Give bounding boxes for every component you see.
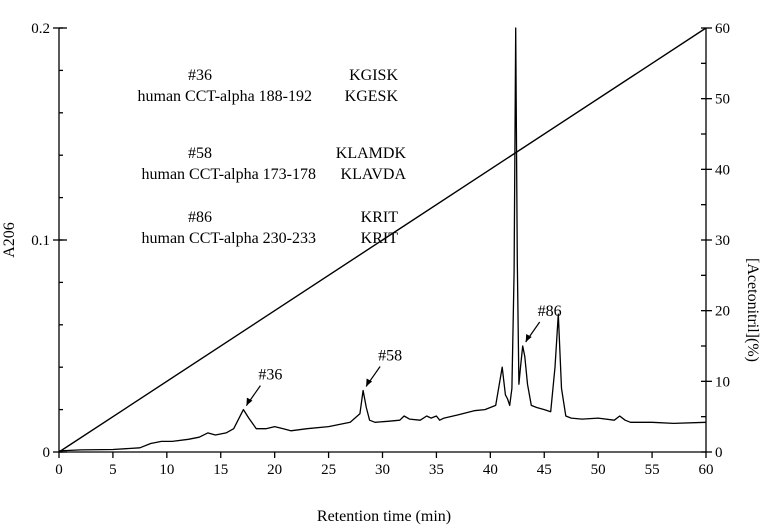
x-tick-label: 45	[537, 462, 552, 478]
x-axis-label: Retention time (min)	[317, 508, 451, 525]
peak-labels: #36 #58 #86	[245, 303, 562, 406]
y2-tick-label: 40	[715, 162, 730, 178]
x-tick-label: 40	[483, 462, 498, 478]
annotation-reference: human CCT-alpha 230-233	[142, 230, 317, 247]
y-axis-left-ticks: 0 0.1 0.2	[31, 21, 67, 461]
annotation-peptide: KLAMDK	[336, 145, 407, 162]
peak-label: #86	[538, 303, 562, 320]
x-tick-label: 15	[213, 462, 228, 478]
annotation-reference: human CCT-alpha 188-192	[138, 88, 313, 105]
x-tick-label: 0	[55, 462, 63, 478]
y2-tick-label: 20	[715, 304, 730, 320]
gradient-line	[58, 27, 707, 453]
annotation-reference-peptide: KLAVDA	[341, 166, 407, 183]
x-tick-label: 50	[591, 462, 606, 478]
peak-label: #58	[378, 348, 402, 365]
y2-tick-label: 0	[715, 445, 723, 461]
y-tick-label: 0	[43, 445, 51, 461]
annotation-reference-peptide: KGESK	[345, 88, 399, 105]
x-tick-label: 5	[109, 462, 117, 478]
annotation-reference-peptide: KRIT	[361, 230, 399, 247]
x-tick-label: 30	[375, 462, 390, 478]
y2-tick-label: 10	[715, 374, 730, 390]
x-tick-label: 10	[159, 462, 174, 478]
annotation-id: #58	[188, 145, 212, 162]
x-tick-label: 35	[429, 462, 444, 478]
y-axis-right-ticks: 0 10 20 30 40 50 60	[701, 21, 730, 461]
y2-tick-label: 30	[715, 233, 730, 249]
peak-arrow-head	[525, 334, 532, 342]
peak-arrow-head	[366, 378, 373, 387]
y-axis-label: A206	[1, 222, 18, 258]
x-axis-ticks: 0 5 10 15 20 25 30 35 40 45 50 55 60	[55, 452, 714, 478]
y-tick-label: 0.1	[31, 233, 50, 249]
series-group	[58, 27, 707, 453]
annotation-id: #86	[188, 209, 212, 226]
x-tick-label: 20	[267, 462, 282, 478]
peak-label: #36	[258, 367, 282, 384]
x-tick-label: 55	[645, 462, 660, 478]
annotation-reference: human CCT-alpha 173-178	[142, 166, 317, 183]
annotation-block: #36 KGISK human CCT-alpha 188-192 KGESK #58 K…	[138, 67, 407, 247]
annotation-peptide: KGISK	[349, 67, 398, 84]
absorbance-trace	[58, 27, 707, 452]
annotation-peptide: KRIT	[361, 209, 399, 226]
x-tick-label: 25	[321, 462, 336, 478]
peak-arrow-head	[246, 397, 253, 406]
y-tick-label: 0.2	[31, 21, 50, 37]
x-tick-label: 60	[699, 462, 714, 478]
y2-tick-label: 50	[715, 92, 730, 108]
annotation-id: #36	[188, 67, 212, 84]
y2-axis-label: [Acetonitril](%)	[744, 258, 761, 362]
y2-tick-label: 60	[715, 21, 730, 37]
